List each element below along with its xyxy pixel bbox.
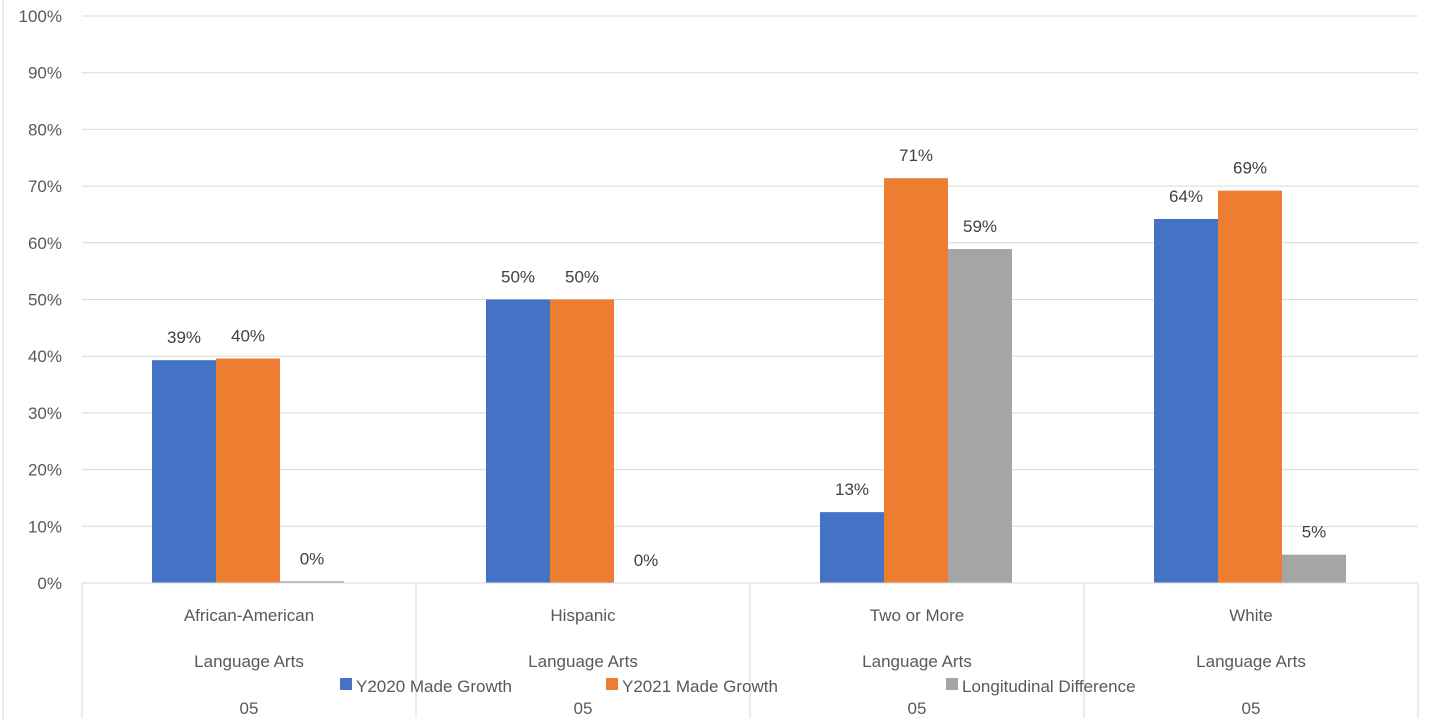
bar-y2021-made-growth	[1218, 190, 1282, 584]
data-label: 40%	[231, 326, 265, 345]
bar-y2020-made-growth	[486, 299, 550, 583]
x-tick-label-grade: 05	[240, 699, 259, 718]
data-label: 59%	[963, 217, 997, 236]
legend-label: Y2020 Made Growth	[356, 677, 512, 696]
y-tick-label: 100%	[19, 7, 62, 26]
y-tick-label: 70%	[28, 177, 62, 196]
x-tick-label-grade: 05	[1242, 699, 1261, 718]
legend-swatch	[606, 678, 618, 690]
x-tick-label-subject: Language Arts	[194, 652, 304, 671]
y-tick-label: 60%	[28, 234, 62, 253]
y-tick-label: 40%	[28, 347, 62, 366]
data-label: 0%	[634, 551, 659, 570]
data-label: 64%	[1169, 187, 1203, 206]
legend: Y2020 Made Growth Y2021 Made Growth Longit…	[338, 676, 1136, 696]
bar-longitudinal-difference	[948, 249, 1012, 584]
bar-longitudinal-difference	[280, 581, 344, 583]
x-tick-label-group: Two or More	[870, 606, 964, 625]
x-tick-label-subject: Language Arts	[528, 652, 638, 671]
x-tick-label-subject: Language Arts	[1196, 652, 1306, 671]
bar-longitudinal-difference	[1282, 554, 1346, 583]
y-tick-label: 20%	[28, 461, 62, 480]
x-tick-label-group: African-American	[184, 606, 314, 625]
x-tick-label-group: White	[1229, 606, 1272, 625]
x-tick-label-group: Hispanic	[550, 606, 616, 625]
bar-y2021-made-growth	[550, 299, 614, 583]
y-tick-label: 50%	[28, 291, 62, 310]
y-tick-label: 30%	[28, 404, 62, 423]
data-label: 50%	[501, 268, 535, 287]
bar-y2020-made-growth	[1154, 218, 1218, 583]
x-axis: African-American Language Arts 05 Hispanic L…	[81, 582, 1419, 718]
legend-label: Y2021 Made Growth	[622, 677, 778, 696]
legend-swatch	[340, 678, 352, 690]
legend-swatch	[946, 678, 958, 690]
data-label: 69%	[1233, 159, 1267, 178]
bar-y2020-made-growth	[820, 512, 884, 583]
x-tick-label-grade: 05	[574, 699, 593, 718]
data-label: 0%	[300, 549, 325, 568]
data-label: 5%	[1302, 523, 1327, 542]
bar-y2021-made-growth	[216, 358, 280, 583]
legend-label: Longitudinal Difference	[962, 677, 1136, 696]
data-label: 13%	[835, 480, 869, 499]
bar-y2020-made-growth	[152, 360, 216, 583]
data-label: 71%	[899, 146, 933, 165]
x-tick-label-subject: Language Arts	[862, 652, 972, 671]
y-tick-label: 10%	[28, 517, 62, 536]
data-label: 50%	[565, 268, 599, 287]
data-labels: 39% 50% 13% 64% 40% 50% 71% 69% 0% 0% 59% 5%	[167, 146, 1326, 570]
y-tick-label: 90%	[28, 64, 62, 83]
data-label: 39%	[167, 328, 201, 347]
y-tick-label: 80%	[28, 120, 62, 139]
y-tick-label: 0%	[37, 574, 62, 593]
bars	[152, 178, 1346, 584]
x-tick-label-grade: 05	[908, 699, 927, 718]
bar-y2021-made-growth	[884, 178, 948, 584]
y-axis: 0% 10% 20% 30% 40% 50% 60% 70% 80% 90% 100%	[19, 7, 62, 593]
